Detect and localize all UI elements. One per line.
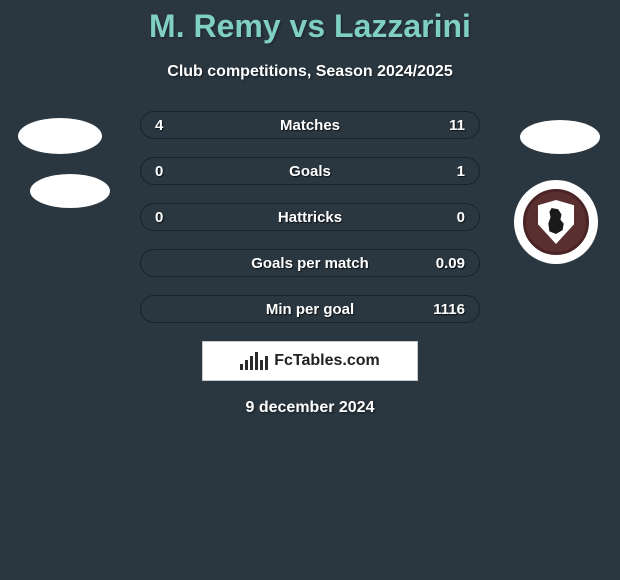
stat-value-right: 11 — [449, 117, 465, 134]
page-title: M. Remy vs Lazzarini — [0, 0, 620, 45]
bar-icon-segment — [260, 360, 263, 370]
stat-label: Matches — [280, 117, 340, 134]
stat-row: 4 Matches 11 — [140, 111, 480, 139]
stat-label: Goals per match — [251, 255, 369, 272]
stat-label: Hattricks — [278, 209, 342, 226]
stat-value-left: 0 — [155, 209, 163, 226]
stat-value-left: 0 — [155, 163, 163, 180]
stat-row: Goals per match 0.09 — [140, 249, 480, 277]
source-badge: FcTables.com — [202, 341, 418, 381]
crest-emblem — [545, 208, 567, 234]
stat-value-right: 0 — [457, 209, 465, 226]
bar-icon-segment — [240, 364, 243, 370]
bar-icon-segment — [265, 356, 268, 370]
stat-value-right: 1 — [457, 163, 465, 180]
stat-label: Min per goal — [266, 301, 354, 318]
bar-icon-segment — [245, 360, 248, 370]
club-crest-right — [514, 180, 598, 264]
crest-inner — [523, 189, 589, 255]
bars-icon — [240, 352, 268, 370]
stats-table: 4 Matches 11 0 Goals 1 0 Hattricks 0 Goals per ma… — [140, 111, 480, 323]
stat-label: Goals — [289, 163, 331, 180]
crest-shield — [536, 200, 576, 244]
stat-row: 0 Hattricks 0 — [140, 203, 480, 231]
subtitle: Club competitions, Season 2024/2025 — [0, 63, 620, 81]
player-badge-left-1 — [18, 118, 102, 154]
stat-value-left: 4 — [155, 117, 163, 134]
player-badge-left-2 — [30, 174, 110, 208]
stat-row: Min per goal 1116 — [140, 295, 480, 323]
source-label: FcTables.com — [274, 352, 380, 370]
bar-icon-segment — [250, 356, 253, 370]
stat-value-right: 0.09 — [436, 255, 465, 272]
date-label: 9 december 2024 — [0, 399, 620, 417]
player-badge-right-1 — [520, 120, 600, 154]
stat-value-right: 1116 — [433, 301, 465, 318]
bar-icon-segment — [255, 352, 258, 370]
stat-row: 0 Goals 1 — [140, 157, 480, 185]
